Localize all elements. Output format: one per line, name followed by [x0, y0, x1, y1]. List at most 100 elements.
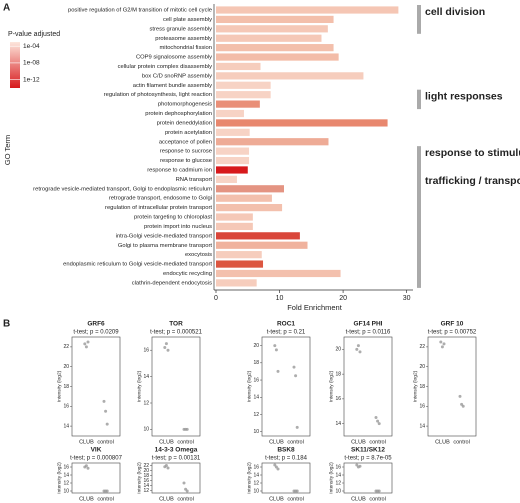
- plot-frame: [151, 336, 201, 437]
- data-point: [86, 340, 90, 344]
- plot-subtitle: t-test; p = 0.0116: [346, 330, 391, 336]
- x-tick-label: control: [177, 439, 194, 445]
- data-point: [84, 464, 88, 468]
- y-tick-label: 18: [419, 384, 425, 390]
- category-label: protein import into nucleus: [144, 224, 212, 230]
- data-point: [461, 404, 465, 408]
- category-label: intra-Golgi vesicle-mediated transport: [116, 233, 213, 239]
- x-tick-label: CLUB: [269, 496, 284, 502]
- plot-frame: [261, 336, 311, 437]
- bar: [216, 91, 271, 99]
- y-tick-label: 16: [143, 478, 149, 484]
- data-point: [274, 465, 278, 469]
- plot-subtitle: t-test; p = 0.000807: [70, 456, 123, 462]
- y-axis-title: Intensity (log2): [56, 370, 62, 402]
- data-point: [458, 394, 462, 398]
- bar: [216, 109, 244, 118]
- y-tick-label: 18: [63, 384, 69, 390]
- plot-frame: [343, 336, 393, 437]
- category-label: positive regulation of G2/M transition o…: [68, 8, 212, 14]
- bar: [216, 194, 272, 202]
- y-tick-label: 14: [143, 374, 149, 380]
- y-tick-label: 12: [335, 480, 341, 486]
- plot-frame: [151, 462, 201, 494]
- y-tick-label: 16: [63, 464, 69, 470]
- data-point: [295, 425, 299, 429]
- group-label: light responses: [425, 90, 503, 102]
- bar: [216, 156, 250, 165]
- y-tick-label: 10: [335, 488, 341, 494]
- data-point: [86, 466, 90, 470]
- category-label: retrograde vesicle-mediated transport, G…: [33, 186, 212, 192]
- y-tick-label: 12: [143, 488, 149, 494]
- data-point: [273, 463, 277, 467]
- category-label: photomorphogenesis: [158, 102, 212, 108]
- data-point: [439, 340, 443, 344]
- data-point: [377, 422, 381, 426]
- group-label: cell division: [425, 6, 485, 18]
- data-point: [377, 489, 381, 493]
- x-tick-label: control: [287, 496, 304, 502]
- category-label: response to sucrose: [160, 149, 212, 155]
- category-label: regulation of intracellular protein tran…: [105, 205, 212, 211]
- plot-title: GRF6: [87, 321, 105, 328]
- y-tick-label: 18: [143, 473, 149, 479]
- category-label: COP9 signalosome assembly: [136, 55, 212, 61]
- y-tick-label: 14: [63, 423, 69, 429]
- data-point: [104, 409, 108, 413]
- data-point: [274, 348, 278, 352]
- data-point: [276, 369, 280, 373]
- bar: [216, 62, 261, 71]
- category-label: protein acetylation: [165, 130, 212, 136]
- y-tick-label: 16: [253, 464, 259, 470]
- bar: [216, 128, 250, 136]
- data-point: [355, 463, 359, 467]
- bar: [216, 119, 388, 127]
- panel-label: A: [3, 3, 10, 14]
- y-tick-label: 14: [335, 421, 341, 427]
- colorbar-tick-label: 1e-08: [23, 60, 40, 67]
- bar: [216, 241, 308, 249]
- x-tick-label: CLUB: [351, 496, 366, 502]
- plot-frame: [343, 462, 393, 494]
- plot-subtitle: t-test; p = 0.00131: [152, 456, 201, 462]
- plot-subtitle: t-test; p = 0.0209: [73, 330, 119, 336]
- x-tick-label: control: [369, 439, 386, 445]
- plot-title: GF14 PHI: [354, 321, 383, 328]
- y-tick-label: 20: [143, 468, 149, 474]
- data-point: [273, 344, 277, 348]
- bar: [216, 34, 322, 42]
- category-label: endocytic recycling: [163, 271, 212, 277]
- y-axis-title: Intensity (log2): [246, 462, 252, 494]
- x-tick-label: 20: [339, 295, 347, 302]
- bar: [216, 222, 253, 231]
- plot-subtitle: t-test; p = 0.00752: [428, 330, 477, 336]
- group-label: response to stimulus: [425, 147, 520, 159]
- data-point: [105, 489, 109, 493]
- x-tick-label: CLUB: [435, 439, 450, 445]
- y-axis-title: Intensity (log2): [56, 462, 62, 494]
- category-label: acceptance of pollen: [159, 139, 212, 145]
- plot-title: ROC1: [277, 321, 295, 328]
- y-tick-label: 16: [63, 404, 69, 410]
- plot-title: 14-3-3 Omega: [155, 447, 198, 454]
- y-tick-label: 10: [253, 429, 259, 435]
- x-tick-label: control: [369, 496, 386, 502]
- data-point: [166, 348, 170, 352]
- y-axis-title: Intensity (log2): [328, 462, 334, 494]
- data-point: [374, 415, 378, 419]
- category-label: retrograde transport, endosome to Golgi: [109, 196, 212, 202]
- y-tick-label: 12: [143, 400, 149, 406]
- x-tick-label: CLUB: [269, 439, 284, 445]
- y-tick-label: 22: [143, 463, 149, 469]
- bar: [216, 260, 264, 268]
- category-label: stress granule assembly: [149, 26, 212, 32]
- panel-label: B: [3, 319, 10, 330]
- plot-title: SK11/SK12: [351, 447, 385, 454]
- category-label: proteasome assembly: [155, 36, 212, 42]
- y-tick-label: 20: [253, 343, 259, 349]
- data-point: [166, 466, 170, 470]
- data-point: [292, 365, 296, 369]
- category-label: response to glucose: [160, 158, 212, 164]
- y-tick-label: 10: [143, 427, 149, 433]
